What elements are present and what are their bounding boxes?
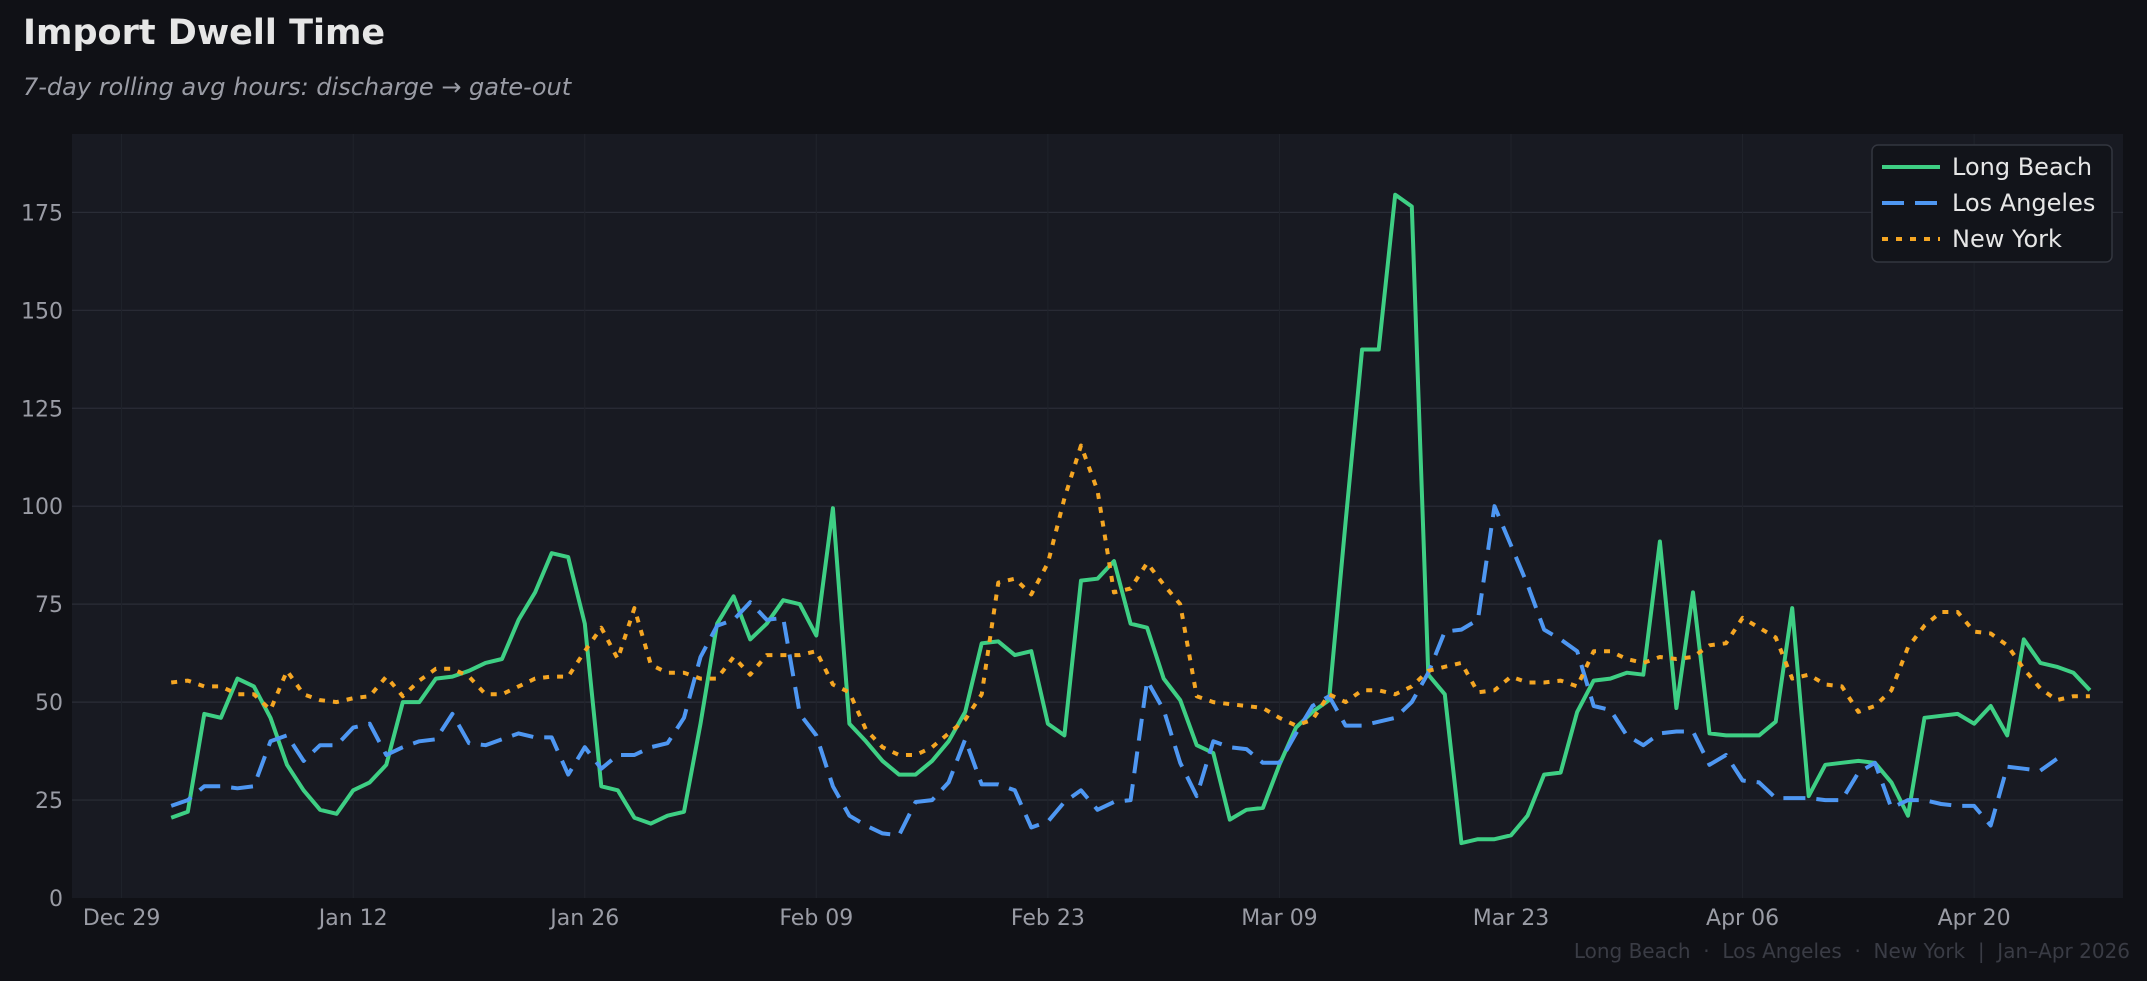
x-axis: Dec 29 Jan 12 Jan 26 Feb 09 Feb 23 Mar 09 Mar … <box>83 906 2011 931</box>
chart-subtitle: 7-day rolling avg hours: discharge → gat… <box>23 73 573 101</box>
series-line-los-angeles <box>170 504 2058 838</box>
series-line-long-beach <box>170 192 2092 846</box>
chart-footer: Long Beach · Los Angeles · New York | Ja… <box>1574 939 2130 963</box>
legend-box <box>1871 144 2113 263</box>
x-tick-label: Feb 23 <box>1011 906 1085 931</box>
x-tick-label: Apr 06 <box>1706 906 1779 931</box>
grid <box>72 134 2123 898</box>
y-tick-label: 175 <box>21 201 63 226</box>
y-axis: 0 25 50 75 100 125 150 175 <box>21 201 63 912</box>
x-tick-label: Apr 20 <box>1938 906 2011 931</box>
y-tick-label: 0 <box>49 887 63 912</box>
legend: Long Beach Los Angeles New York <box>1871 144 2113 263</box>
x-tick-label: Jan 26 <box>548 906 619 931</box>
y-tick-label: 100 <box>21 495 63 520</box>
legend-label: Long Beach <box>1952 153 2092 181</box>
series-lines <box>170 192 2092 846</box>
x-tick-label: Jan 12 <box>317 906 388 931</box>
series-line-new-york <box>170 443 2090 757</box>
chart-title: Import Dwell Time <box>23 13 385 53</box>
y-tick-label: 50 <box>35 691 63 716</box>
y-tick-label: 25 <box>35 789 63 814</box>
y-tick-label: 125 <box>21 397 63 422</box>
x-tick-label: Mar 09 <box>1241 906 1318 931</box>
legend-label: Los Angeles <box>1952 189 2095 217</box>
x-tick-label: Mar 23 <box>1473 906 1550 931</box>
y-tick-label: 75 <box>35 593 63 618</box>
x-tick-label: Feb 09 <box>779 906 853 931</box>
legend-label: New York <box>1952 225 2062 253</box>
x-tick-label: Dec 29 <box>83 906 161 931</box>
y-tick-label: 150 <box>21 299 63 324</box>
plot-area <box>72 134 2123 898</box>
